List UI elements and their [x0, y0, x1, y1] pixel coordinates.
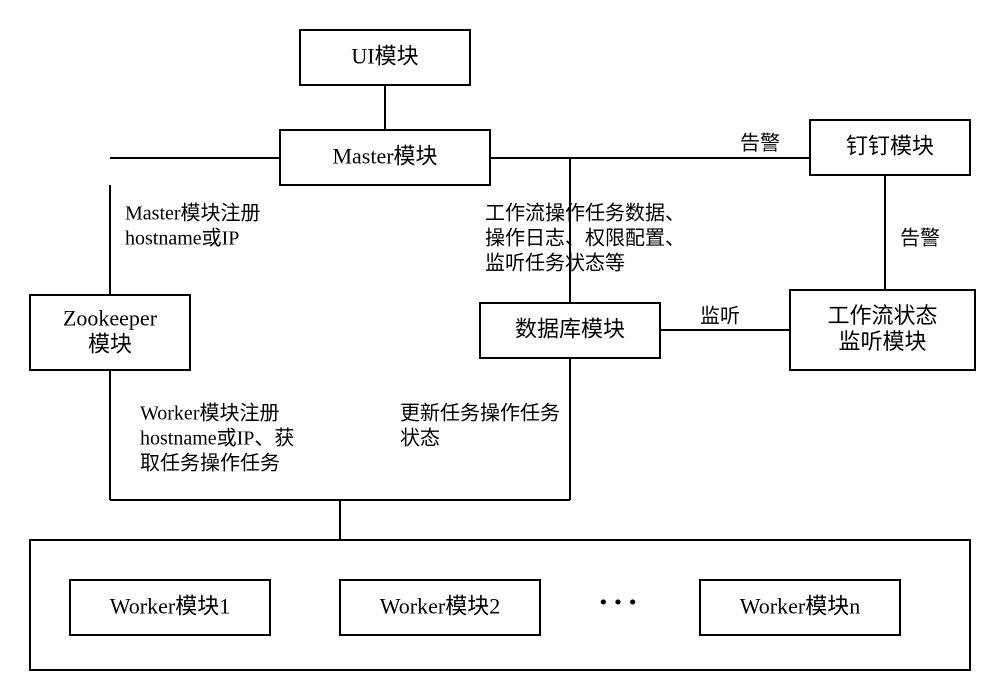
node-label-database: 数据库模块 — [515, 317, 625, 342]
node-label-workern: Worker模块n — [740, 594, 860, 619]
edge-label-master_db-2: 监听任务状态等 — [485, 252, 625, 275]
edge-label-master_reg-0: Master模块注册 — [125, 202, 261, 225]
node-label2-zookeeper: 模块 — [88, 332, 132, 357]
edge-label-update_task-1: 状态 — [400, 427, 440, 450]
edge-label-master_db-1: 操作日志、权限配置、 — [485, 227, 685, 250]
edge-label-update_task-0: 更新任务操作任务 — [400, 402, 560, 425]
node-label-worker2: Worker模块2 — [380, 594, 500, 619]
node-label2-monitor: 监听模块 — [838, 329, 926, 354]
edge-label-alert1-0: 告警 — [740, 132, 780, 155]
edge-label-worker_reg-2: 取任务操作任务 — [140, 452, 280, 475]
edge-label-listen-0: 监听 — [700, 305, 740, 328]
node-label1-zookeeper: Zookeeper — [63, 306, 158, 331]
edge-label-master_reg-1: hostname或IP — [125, 227, 239, 250]
edge-label-worker_reg-1: hostname或IP、获 — [140, 427, 294, 450]
node-label-master: Master模块 — [332, 144, 437, 169]
ellipsis: ··· — [598, 583, 642, 619]
edge-label-alert2-0: 告警 — [900, 227, 940, 250]
node-label-worker1: Worker模块1 — [110, 594, 230, 619]
node-label-dingding: 钉钉模块 — [846, 134, 934, 159]
edge-label-worker_reg-0: Worker模块注册 — [140, 402, 279, 425]
edge-label-master_db-0: 工作流操作任务数据、 — [485, 202, 685, 225]
node-label-ui: UI模块 — [351, 44, 418, 69]
node-label1-monitor: 工作流状态 — [827, 303, 937, 328]
